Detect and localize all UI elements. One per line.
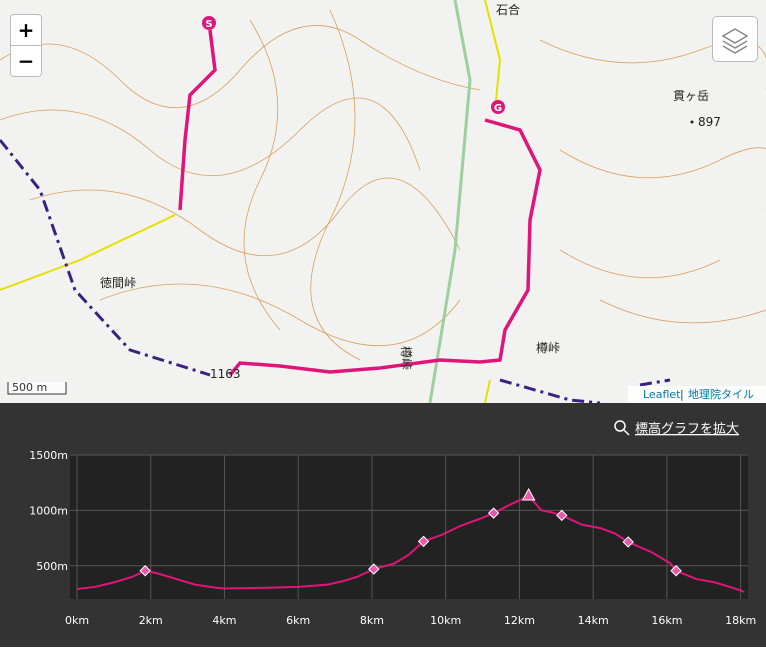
waypoint: [139, 565, 151, 577]
waypoint: [487, 507, 500, 519]
elevation-panel: 標高グラフを拡大 500m 1000m 1500m 0km 2km 4km 6km 8km 10…: [0, 403, 766, 647]
plot-area: [70, 455, 748, 599]
elevation-chart: 標高グラフを拡大 500m 1000m 1500m 0km 2km 4km 6km 8km 10…: [29, 420, 756, 627]
x-tick-label: 18km: [725, 614, 756, 627]
x-tick-label: 16km: [651, 614, 682, 627]
x-tick-label: 0km: [65, 614, 89, 627]
route: [178, 29, 542, 377]
contours: [0, 9, 766, 361]
start-label: S: [205, 19, 212, 30]
place-label: 1163: [210, 367, 241, 381]
map-layer: S G 石合 貫ヶ岳 897 徳間峠 樽峠 樽峠 1163 500 m Leaf…: [0, 0, 766, 405]
waypoint: [556, 509, 568, 522]
x-tick-label: 4km: [212, 614, 236, 627]
scale-label: 500 m: [12, 381, 47, 394]
enlarge-button[interactable]: 標高グラフを拡大: [635, 421, 739, 437]
goal-marker: [491, 100, 505, 114]
waypoint: [368, 563, 380, 575]
zoom-in[interactable]: +: [10, 14, 42, 46]
place-label: 石合: [496, 2, 520, 17]
scale-bar: [7, 382, 67, 395]
x-tick-label: 2km: [139, 614, 163, 627]
waypoint: [670, 565, 682, 577]
x-tick-label: 14km: [578, 614, 609, 627]
y-tick-label: 1000m: [29, 504, 68, 517]
boundary: [0, 139, 671, 405]
x-tick-label: 6km: [286, 614, 310, 627]
map[interactable]: S G 石合 貫ヶ岳 897 徳間峠 樽峠 樽峠 1163 500 m Leaf…: [0, 0, 766, 405]
y-tick-label: 500m: [36, 560, 68, 573]
waypoint: [417, 535, 430, 548]
railway: [428, 0, 472, 404]
place-label: 徳間峠: [100, 275, 136, 290]
y-tick-label: 1500m: [29, 449, 68, 462]
x-tick-label: 8km: [360, 614, 384, 627]
attribution-link[interactable]: 地理院タイル: [688, 387, 754, 401]
layers-button[interactable]: [712, 16, 758, 62]
x-tick-label: 10km: [430, 614, 461, 627]
waypoint: [622, 536, 634, 548]
goal-label: G: [494, 103, 502, 114]
summit: [521, 487, 536, 501]
layers-icon: [721, 28, 749, 54]
elevation-line: [76, 494, 745, 593]
attribution-sep: |: [680, 388, 684, 401]
x-tick-label: 12km: [504, 614, 535, 627]
place-label: 897: [698, 115, 721, 129]
attribution-link[interactable]: Leaflet: [643, 388, 681, 401]
place-label: 貫ヶ岳: [673, 89, 709, 103]
roads: [0, 0, 502, 404]
place-label: 樽峠: [399, 346, 414, 370]
place-label: 樽峠: [536, 340, 560, 355]
attribution-bg: [628, 386, 766, 403]
peak-dot: [690, 120, 694, 124]
start-marker: [202, 16, 216, 30]
zoom-out[interactable]: −: [10, 45, 42, 77]
